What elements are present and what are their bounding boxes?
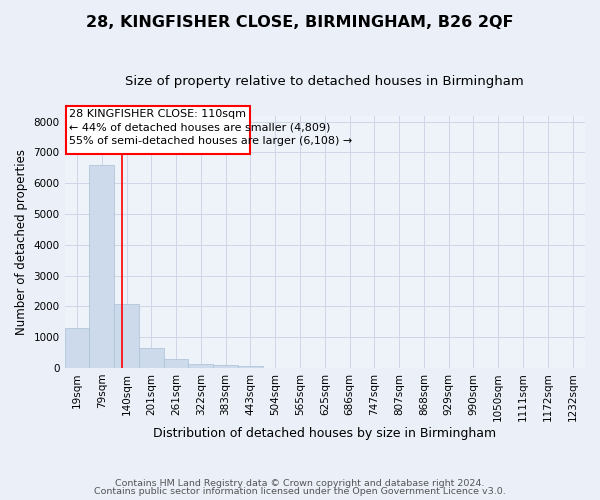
Bar	[164, 359, 188, 368]
Bar	[89, 166, 114, 368]
Bar	[139, 348, 164, 368]
Y-axis label: Number of detached properties: Number of detached properties	[15, 148, 28, 334]
Bar	[114, 304, 139, 368]
Bar	[213, 366, 238, 368]
Text: 28 KINGFISHER CLOSE: 110sqm: 28 KINGFISHER CLOSE: 110sqm	[69, 109, 246, 119]
X-axis label: Distribution of detached houses by size in Birmingham: Distribution of detached houses by size …	[153, 427, 496, 440]
Text: Contains HM Land Registry data © Crown copyright and database right 2024.: Contains HM Land Registry data © Crown c…	[115, 478, 485, 488]
Text: Contains public sector information licensed under the Open Government Licence v3: Contains public sector information licen…	[94, 487, 506, 496]
Text: 28, KINGFISHER CLOSE, BIRMINGHAM, B26 2QF: 28, KINGFISHER CLOSE, BIRMINGHAM, B26 2Q…	[86, 15, 514, 30]
Bar	[238, 366, 263, 368]
Text: 55% of semi-detached houses are larger (6,108) →: 55% of semi-detached houses are larger (…	[69, 136, 352, 146]
Bar	[65, 328, 89, 368]
Text: ← 44% of detached houses are smaller (4,809): ← 44% of detached houses are smaller (4,…	[69, 122, 330, 132]
FancyBboxPatch shape	[66, 106, 250, 154]
Title: Size of property relative to detached houses in Birmingham: Size of property relative to detached ho…	[125, 75, 524, 88]
Bar	[188, 364, 213, 368]
